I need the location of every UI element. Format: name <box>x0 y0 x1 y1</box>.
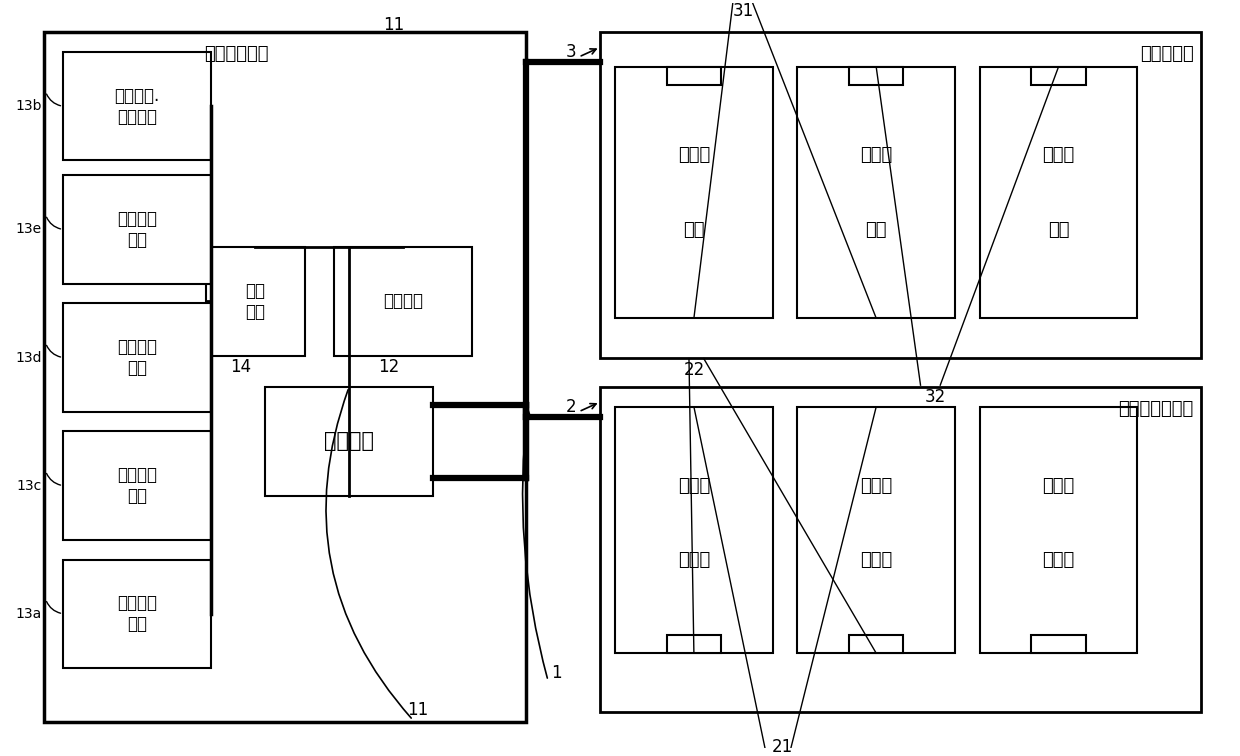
Text: 槽车预停区: 槽车预停区 <box>1140 45 1193 63</box>
Text: 派车警示
模块: 派车警示 模块 <box>117 594 157 634</box>
Text: 12: 12 <box>378 358 399 376</box>
Bar <box>43 33 527 722</box>
Bar <box>265 387 433 495</box>
Text: 13c: 13c <box>16 479 42 493</box>
Text: 容置槽: 容置槽 <box>1043 550 1075 569</box>
Text: 人厂警示
模块: 人厂警示 模块 <box>117 466 157 505</box>
Text: 计时
模块: 计时 模块 <box>246 282 265 321</box>
Text: 13d: 13d <box>15 351 42 364</box>
Text: 31: 31 <box>733 2 754 20</box>
Text: 控制模块: 控制模块 <box>324 432 374 451</box>
Text: 2: 2 <box>565 398 577 416</box>
Bar <box>980 407 1137 653</box>
Bar <box>667 67 720 85</box>
Text: 灌充警示
模块: 灌充警示 模块 <box>117 210 157 249</box>
Text: 3: 3 <box>565 43 577 61</box>
Bar <box>615 407 773 653</box>
Text: 22: 22 <box>683 361 704 380</box>
Text: 派车控制装置: 派车控制装置 <box>205 45 269 63</box>
Text: 13e: 13e <box>15 222 42 237</box>
Bar <box>600 387 1202 712</box>
Text: 槽车: 槽车 <box>1048 222 1069 239</box>
Bar <box>849 67 903 85</box>
Bar <box>335 247 472 355</box>
Bar <box>63 432 211 540</box>
Text: 11: 11 <box>408 702 429 719</box>
Text: 槽车: 槽车 <box>866 222 887 239</box>
Text: 化学品: 化学品 <box>678 146 711 164</box>
Text: 14: 14 <box>231 358 252 376</box>
Text: 槽车: 槽车 <box>683 222 704 239</box>
Bar <box>63 559 211 668</box>
Text: 21: 21 <box>773 738 794 756</box>
Bar <box>849 636 903 653</box>
Bar <box>667 636 720 653</box>
Text: 化学品: 化学品 <box>1043 146 1075 164</box>
Bar <box>63 175 211 284</box>
Text: 13b: 13b <box>15 99 42 113</box>
Text: 化学品: 化学品 <box>861 146 893 164</box>
Text: 11: 11 <box>383 16 404 33</box>
Bar <box>797 407 955 653</box>
Bar <box>797 67 955 318</box>
Text: 13a: 13a <box>15 607 42 621</box>
Bar <box>63 303 211 412</box>
Text: 检量警示
模块: 检量警示 模块 <box>117 338 157 377</box>
Text: 显示模块: 显示模块 <box>383 293 423 311</box>
Bar <box>980 67 1137 318</box>
Bar <box>600 33 1202 358</box>
Text: 化学品: 化学品 <box>1043 477 1075 494</box>
Text: 容置槽: 容置槽 <box>861 550 893 569</box>
Text: 容置槽: 容置槽 <box>678 550 711 569</box>
Text: 化学品: 化学品 <box>678 477 711 494</box>
Text: 32: 32 <box>925 388 946 406</box>
Bar <box>1032 636 1085 653</box>
Bar <box>63 52 211 160</box>
Text: 作业超时.
警示模块: 作业超时. 警示模块 <box>114 87 160 125</box>
Text: 1: 1 <box>551 664 562 682</box>
Text: 化学品: 化学品 <box>861 477 893 494</box>
Bar <box>615 67 773 318</box>
Text: 化学品容置槽区: 化学品容置槽区 <box>1118 400 1193 418</box>
Bar <box>206 247 305 355</box>
Bar <box>1032 67 1085 85</box>
